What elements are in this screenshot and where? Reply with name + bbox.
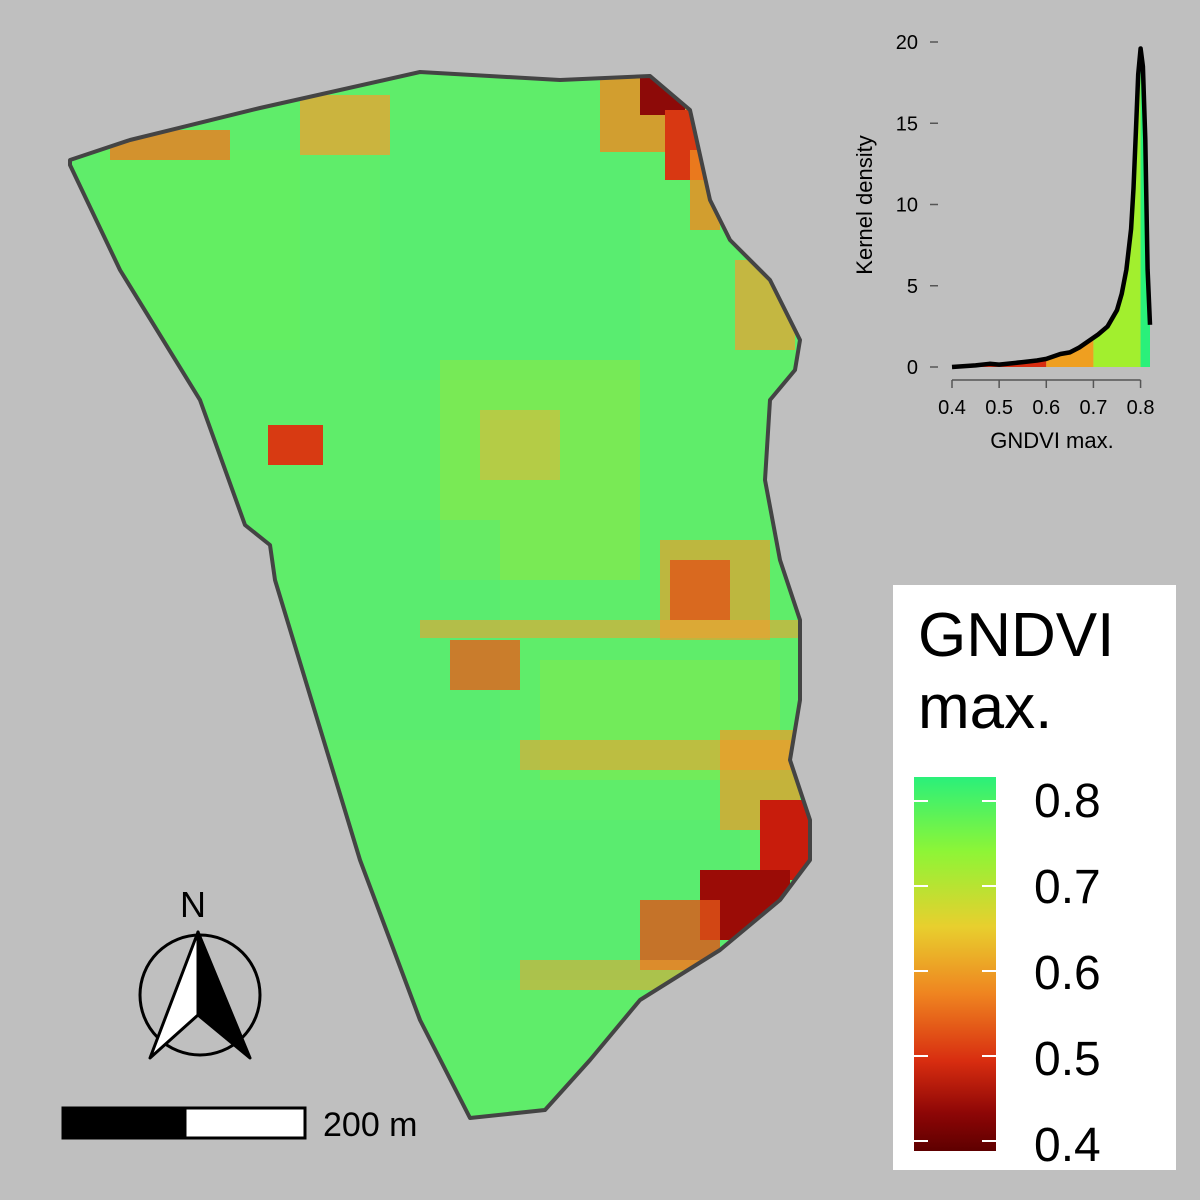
density-fill-bands [952, 48, 1150, 367]
y-tick-label: 0 [907, 357, 918, 379]
colorbar-tick-right [982, 1055, 996, 1057]
field-boundary [68, 70, 812, 1120]
x-axis-ticks: 0.4 0.5 0.6 0.7 0.8 [938, 379, 1155, 419]
legend-title: GNDVI max. [918, 600, 1114, 744]
north-label: N [180, 884, 206, 925]
density-chart: 0 5 10 15 20 0.4 0.5 0.6 0.7 0.8 GNDVI max. Kern… [852, 32, 1154, 453]
y-tick-label: 5 [907, 276, 918, 298]
colorbar-tick-right [982, 800, 996, 802]
x-tick-label: 0.6 [1032, 397, 1060, 419]
y-axis-ticks: 0 5 10 15 20 [896, 32, 938, 379]
legend-colorbar [914, 777, 996, 1151]
colorbar-tick-right [982, 1140, 996, 1142]
x-axis-label: GNDVI max. [990, 428, 1113, 453]
legend-title-line1: GNDVI [918, 601, 1115, 670]
colorbar-tick-left [914, 885, 928, 887]
density-fill-band [1093, 48, 1141, 367]
gndvi-raster [70, 72, 810, 1118]
y-tick-label: 15 [896, 113, 918, 135]
density-fill-band [1046, 337, 1094, 367]
colorbar-tick-left [914, 800, 928, 802]
y-axis-label: Kernel density [852, 135, 877, 274]
legend-tick-label: 0.6 [1034, 947, 1101, 1000]
scale-bar [61, 1106, 307, 1140]
legend-tick-label: 0.4 [1034, 1119, 1101, 1172]
legend-tick-label: 0.8 [1034, 775, 1101, 828]
colorbar-tick-left [914, 1140, 928, 1142]
legend-tick-label: 0.7 [1034, 861, 1101, 914]
x-tick-label: 0.7 [1080, 397, 1108, 419]
scale-bar-label: 200 m [323, 1106, 418, 1144]
legend-tick-label: 0.5 [1034, 1033, 1101, 1086]
y-tick-label: 20 [896, 32, 918, 54]
legend-title-line2: max. [918, 673, 1053, 742]
x-tick-label: 0.5 [985, 397, 1013, 419]
density-fill-band [952, 358, 1047, 367]
north-arrow-icon [138, 930, 262, 1060]
colorbar-tick-left [914, 970, 928, 972]
y-tick-label: 10 [896, 195, 918, 217]
colorbar-tick-right [982, 970, 996, 972]
x-tick-label: 0.4 [938, 397, 966, 419]
colorbar-tick-left [914, 1055, 928, 1057]
density-curve [951, 46, 1153, 370]
colorbar-tick-right [982, 885, 996, 887]
x-tick-label: 0.8 [1127, 397, 1155, 419]
